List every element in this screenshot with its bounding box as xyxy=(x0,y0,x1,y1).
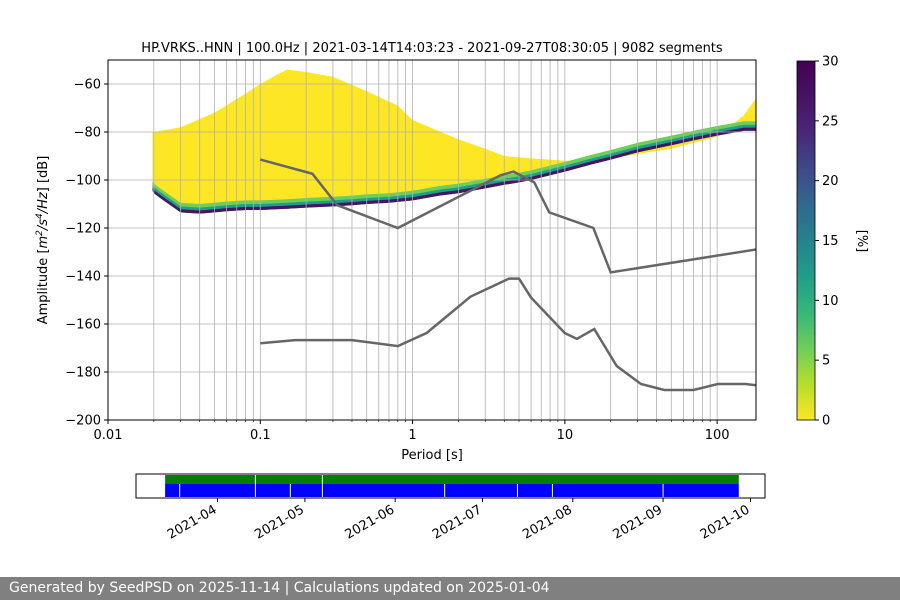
x-tick-label: 0.1 xyxy=(250,428,271,443)
psd-band-low xyxy=(152,121,756,214)
timeline-ticks: 2021-04 2021-05 2021-06 2021-07 2021-08 2021-… xyxy=(165,498,752,543)
x-axis-label: Period [s] xyxy=(401,448,463,463)
high-noise-model-curve xyxy=(259,158,756,274)
colorbar-ticks: 0 5 10 15 20 25 30 xyxy=(815,55,839,429)
psd-density-region xyxy=(152,69,756,210)
colorbar-tick-label: 10 xyxy=(822,294,839,309)
footer-text: Generated by SeedPSD on 2025-11-14 | Cal… xyxy=(9,580,550,596)
colorbar-tick-label: 20 xyxy=(822,174,839,189)
y-tick-label: −140 xyxy=(65,270,101,285)
grid xyxy=(107,60,756,421)
timeline-tick-label: 2021-04 xyxy=(165,502,220,542)
y-axis-ticks: −200 −180 −160 −140 −120 −100 −80 −60 xyxy=(65,78,108,429)
timeline-tick-label: 2021-09 xyxy=(611,502,666,542)
timeline-frame xyxy=(135,473,766,499)
psd-chart: HP.VRKS..HNN | 100.0Hz | 2021-03-14T14:0… xyxy=(35,41,869,543)
x-tick-label: 100 xyxy=(705,428,730,443)
timeline-tick-label: 2021-08 xyxy=(520,502,575,542)
colorbar-tick-label: 25 xyxy=(822,114,839,129)
colorbar-tick-label: 30 xyxy=(822,55,839,70)
plot-frame xyxy=(107,59,757,421)
colorbar-label: [%] xyxy=(854,230,869,253)
footer-bar: Generated by SeedPSD on 2025-11-14 | Cal… xyxy=(0,577,900,600)
y-tick-label: −120 xyxy=(65,222,101,237)
timeline-bar-bottom xyxy=(165,484,739,497)
timeline-tick-label: 2021-05 xyxy=(252,502,307,542)
timeline-bar-top xyxy=(165,475,739,484)
timeline-tick-label: 2021-06 xyxy=(343,502,398,542)
y-tick-label: −80 xyxy=(74,126,101,141)
data-coverage-timeline xyxy=(165,475,739,497)
x-tick-label: 0.01 xyxy=(94,428,123,443)
x-tick-label: 10 xyxy=(557,428,574,443)
low-noise-model-curve xyxy=(260,277,756,392)
x-axis-ticks: 0.01 0.1 1 10 100 xyxy=(94,420,730,443)
plot-area xyxy=(152,69,756,214)
timeline-tick-label: 2021-07 xyxy=(430,502,485,542)
y-tick-label: −60 xyxy=(74,78,101,93)
y-axis-label: Amplitude [m2/s4/Hz] [dB] xyxy=(35,156,51,325)
y-tick-label: −100 xyxy=(65,174,101,189)
x-tick-label: 1 xyxy=(408,428,416,443)
colorbar-tick-label: 15 xyxy=(822,234,839,249)
y-tick-label: −160 xyxy=(65,318,101,333)
colorbar-tick-label: 5 xyxy=(822,354,830,369)
colorbar-tick-label: 0 xyxy=(822,414,830,429)
chart-title: HP.VRKS..HNN | 100.0Hz | 2021-03-14T14:0… xyxy=(141,41,723,56)
noise-model-curves xyxy=(259,158,756,392)
colorbar xyxy=(796,60,816,421)
timeline-tick-label: 2021-10 xyxy=(698,502,753,542)
y-tick-label: −200 xyxy=(65,414,101,429)
y-tick-label: −180 xyxy=(65,366,101,381)
